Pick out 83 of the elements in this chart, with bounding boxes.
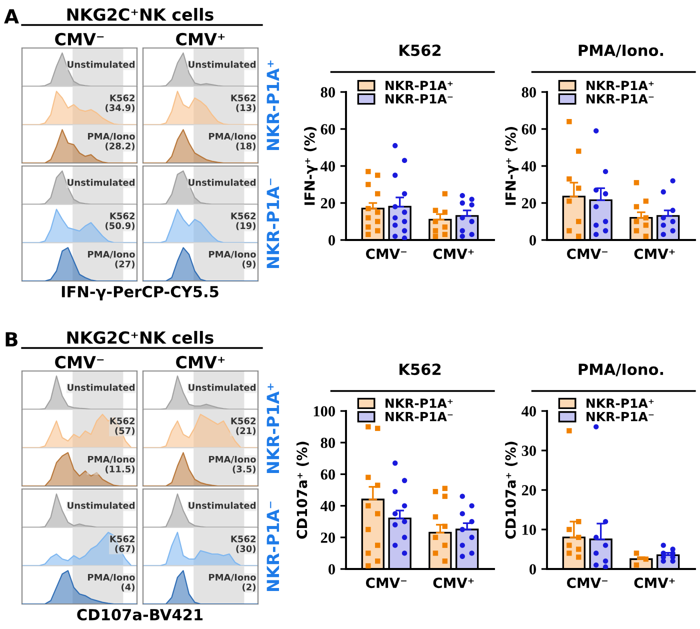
annotation: K562 (57) xyxy=(110,417,134,436)
legend-label: NKR-P1A⁻ xyxy=(386,94,453,104)
y-axis-title: NKR-P1A⁺ xyxy=(266,384,279,474)
y-tick-label: 40 xyxy=(522,161,536,172)
annotation: PMA/Iono (4) xyxy=(88,574,135,592)
y-tick-label: 60 xyxy=(522,124,536,134)
x-axis-title: CD107a-BV421 xyxy=(77,608,203,620)
x-tick-label: CMV⁻ xyxy=(567,248,608,260)
y-axis-title: NKR-P1A⁻ xyxy=(266,178,279,268)
chart-title: B xyxy=(6,332,18,346)
x-tick-label: CMV⁻ xyxy=(366,248,406,260)
y-tick-label: 0 xyxy=(328,235,335,246)
annotation: Unstimulated xyxy=(68,60,135,68)
chart-title: K562 xyxy=(400,44,441,56)
y-tick-label: 40 xyxy=(320,161,335,172)
x-tick-label: CMV⁻ xyxy=(366,578,406,588)
chart-title: PMA/Iono. xyxy=(578,364,664,376)
x-tick-label: CMV⁻ xyxy=(567,578,608,588)
y-tick-label: 10 xyxy=(522,524,536,535)
y-tick-label: 100 xyxy=(314,406,335,416)
legend-label: NKR-P1A⁻ xyxy=(386,412,453,422)
y-axis-title: IFN-γ⁺ (%) xyxy=(505,127,519,205)
annotation: PMA/Iono (9) xyxy=(209,250,256,268)
y-tick-label: 0 xyxy=(328,564,335,574)
annotation: K562 (30) xyxy=(231,535,256,554)
chart-subtitle: NKG2C⁺NK cells xyxy=(67,330,214,344)
annotation: PMA/Iono (11.5) xyxy=(88,456,135,474)
y-tick-label: 80 xyxy=(522,87,536,98)
annotation: Unstimulated xyxy=(68,178,135,186)
annotation: PMA/Iono (3.5) xyxy=(209,456,256,474)
legend-label: NKR-P1A⁺ xyxy=(586,398,654,408)
x-tick-label: CMV⁺ xyxy=(634,248,675,260)
annotation: PMA/Iono (2) xyxy=(209,574,256,592)
y-axis-title: NKR-P1A⁻ xyxy=(266,502,279,592)
y-axis-title: NKR-P1A⁺ xyxy=(266,60,279,150)
y-axis-title: IFN-γ⁺ (%) xyxy=(304,127,318,205)
annotation: Unstimulated xyxy=(68,502,135,509)
y-tick-label: 20 xyxy=(320,532,335,543)
annotation: PMA/Iono (18) xyxy=(209,132,256,150)
legend-label: NKR-P1A⁺ xyxy=(386,80,453,90)
annotation: Unstimulated xyxy=(188,178,256,186)
y-tick-label: 0 xyxy=(530,235,536,246)
annotation: K562 (34.9) xyxy=(106,94,134,112)
annotation: Unstimulated xyxy=(68,384,135,391)
y-tick-label: 20 xyxy=(522,485,536,496)
y-tick-label: 30 xyxy=(522,446,536,456)
y-tick-label: 20 xyxy=(320,198,335,208)
x-axis-title: CMV⁺ xyxy=(176,32,225,46)
y-tick-label: 40 xyxy=(320,500,335,512)
annotation: Unstimulated xyxy=(188,384,256,391)
x-axis-title: CMV⁺ xyxy=(176,356,225,368)
annotation: K562 (19) xyxy=(231,212,256,230)
annotation: PMA/Iono (27) xyxy=(88,250,135,268)
x-tick-label: CMV⁺ xyxy=(634,578,675,588)
chart-title: K562 xyxy=(400,364,441,376)
chart-subtitle: NKG2C⁺NK cells xyxy=(67,8,214,21)
annotation: Unstimulated xyxy=(188,60,256,68)
legend-label: NKR-P1A⁺ xyxy=(386,398,453,408)
y-tick-label: 60 xyxy=(320,469,335,480)
x-axis-title: CMV⁻ xyxy=(55,356,104,368)
legend-label: NKR-P1A⁻ xyxy=(586,94,654,104)
y-tick-label: 40 xyxy=(522,406,536,416)
annotation: PMA/Iono (28.2) xyxy=(88,132,135,150)
annotation: K562 (13) xyxy=(231,94,256,112)
annotation: K562 (50.9) xyxy=(106,212,134,230)
chart-title: PMA/Iono. xyxy=(578,44,664,58)
y-tick-label: 80 xyxy=(320,87,335,98)
chart-title: A xyxy=(4,9,19,24)
annotation: K562 (67) xyxy=(110,535,134,554)
x-axis-title: CMV⁻ xyxy=(55,32,104,46)
annotation: Unstimulated xyxy=(188,502,256,509)
x-tick-label: CMV⁺ xyxy=(433,578,474,588)
y-tick-label: 20 xyxy=(522,198,536,208)
y-axis-title: CD107a⁺ (%) xyxy=(505,442,518,539)
x-tick-label: CMV⁺ xyxy=(433,248,474,260)
y-tick-label: 60 xyxy=(320,124,335,134)
legend-label: NKR-P1A⁻ xyxy=(586,412,654,422)
annotation: K562 (21) xyxy=(231,417,256,436)
x-axis-title: IFN-γ-PerCP-CY5.5 xyxy=(62,286,218,300)
legend-label: NKR-P1A⁺ xyxy=(586,80,654,90)
y-axis-title: CD107a⁺ (%) xyxy=(296,442,309,539)
y-tick-label: 0 xyxy=(530,564,536,574)
y-tick-label: 80 xyxy=(320,438,335,448)
